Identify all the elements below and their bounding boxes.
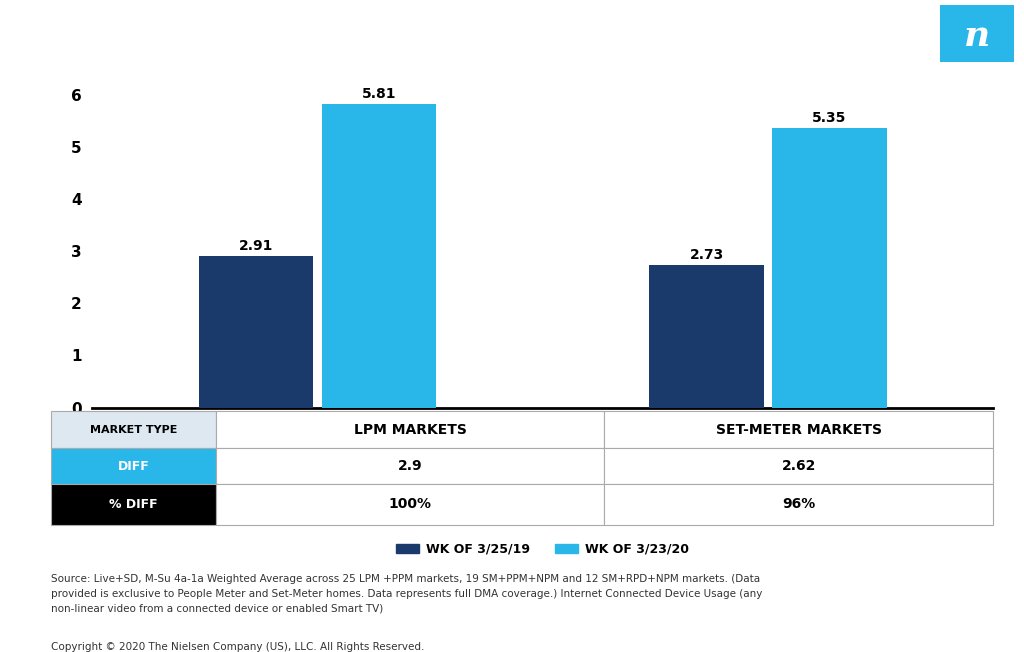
Text: 5.35: 5.35 [812, 111, 847, 125]
Bar [604, 411, 993, 449]
Bar [199, 256, 313, 408]
Bar [649, 265, 764, 408]
Bar [51, 411, 216, 449]
Text: 96%: 96% [782, 497, 815, 511]
Bar [604, 449, 993, 484]
Text: n: n [964, 18, 990, 53]
Text: SET-METER MARKETS: SET-METER MARKETS [716, 422, 882, 437]
Text: Source: Live+SD, M-Su 4a-1a Weighted Average across 25 LPM +PPM markets, 19 SM+P: Source: Live+SD, M-Su 4a-1a Weighted Ave… [51, 574, 763, 614]
Text: % DIFF: % DIFF [110, 498, 158, 511]
Bar [216, 449, 604, 484]
Text: MARKET TYPE: MARKET TYPE [90, 424, 177, 435]
Text: 5.81: 5.81 [361, 87, 396, 101]
Text: 2.9: 2.9 [397, 459, 423, 473]
Text: 2.62: 2.62 [781, 459, 816, 473]
Bar [322, 104, 436, 408]
Text: DIFF: DIFF [118, 460, 150, 473]
Bar [51, 484, 216, 525]
Bar [216, 484, 604, 525]
Bar [51, 449, 216, 484]
Text: 2.73: 2.73 [689, 248, 724, 262]
Text: 100%: 100% [389, 497, 432, 511]
Text: Copyright © 2020 The Nielsen Company (US), LLC. All Rights Reserved.: Copyright © 2020 The Nielsen Company (US… [51, 642, 425, 652]
Bar [216, 411, 604, 449]
Legend: WK OF 3/25/19, WK OF 3/23/20: WK OF 3/25/19, WK OF 3/23/20 [391, 538, 694, 561]
Text: LPM MARKETS: LPM MARKETS [353, 422, 467, 437]
Bar [604, 484, 993, 525]
Bar [772, 128, 887, 408]
Text: 2.91: 2.91 [239, 239, 273, 252]
